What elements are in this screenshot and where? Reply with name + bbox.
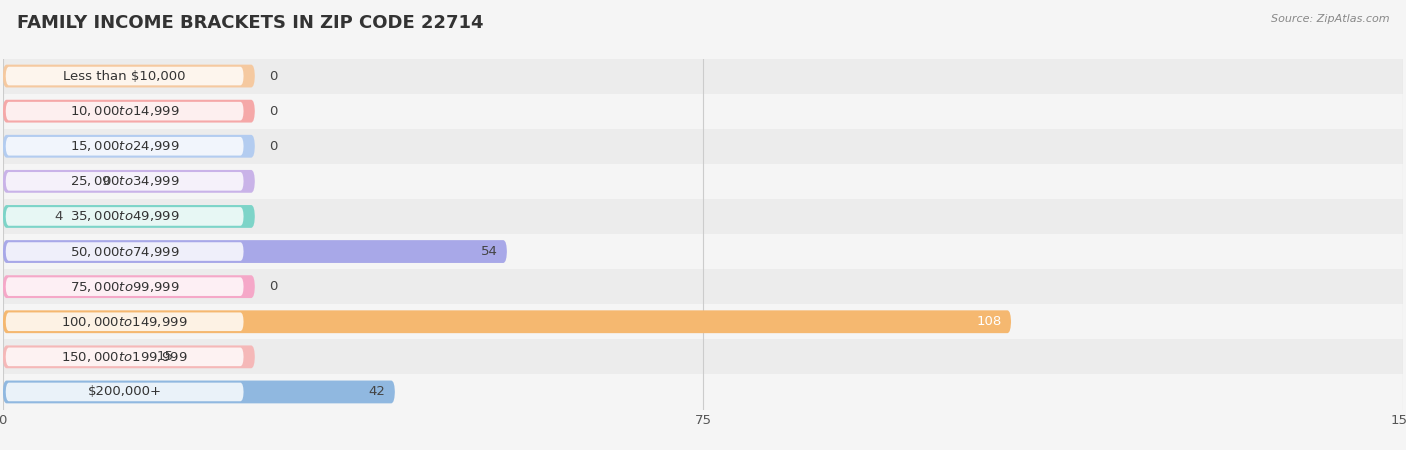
FancyBboxPatch shape [3,346,254,368]
Text: 4: 4 [55,210,62,223]
FancyBboxPatch shape [6,242,243,261]
Text: 42: 42 [368,386,385,398]
Text: $75,000 to $99,999: $75,000 to $99,999 [70,279,180,294]
FancyBboxPatch shape [6,102,243,121]
Text: $25,000 to $34,999: $25,000 to $34,999 [70,174,180,189]
FancyBboxPatch shape [3,170,254,193]
Bar [3,234,1403,269]
Text: 54: 54 [481,245,498,258]
Text: 0: 0 [269,70,277,82]
Bar [3,374,1403,410]
FancyBboxPatch shape [3,381,395,403]
Bar [3,58,1403,94]
Text: FAMILY INCOME BRACKETS IN ZIP CODE 22714: FAMILY INCOME BRACKETS IN ZIP CODE 22714 [17,14,484,32]
FancyBboxPatch shape [3,240,508,263]
Bar [3,304,1403,339]
FancyBboxPatch shape [6,137,243,156]
FancyBboxPatch shape [6,277,243,296]
FancyBboxPatch shape [3,275,254,298]
Text: $100,000 to $149,999: $100,000 to $149,999 [62,315,188,329]
Text: 0: 0 [269,280,277,293]
Text: Source: ZipAtlas.com: Source: ZipAtlas.com [1271,14,1389,23]
Bar [3,164,1403,199]
Text: 15: 15 [157,351,174,363]
FancyBboxPatch shape [6,382,243,401]
Text: $35,000 to $49,999: $35,000 to $49,999 [70,209,180,224]
Text: $200,000+: $200,000+ [87,386,162,398]
FancyBboxPatch shape [3,100,254,122]
Text: Less than $10,000: Less than $10,000 [63,70,186,82]
FancyBboxPatch shape [3,135,254,158]
Text: 9: 9 [101,175,110,188]
FancyBboxPatch shape [3,205,254,228]
FancyBboxPatch shape [3,310,1011,333]
Bar [3,94,1403,129]
FancyBboxPatch shape [6,207,243,226]
Text: $10,000 to $14,999: $10,000 to $14,999 [70,104,180,118]
Text: $50,000 to $74,999: $50,000 to $74,999 [70,244,180,259]
Text: $150,000 to $199,999: $150,000 to $199,999 [62,350,188,364]
FancyBboxPatch shape [6,347,243,366]
FancyBboxPatch shape [6,67,243,86]
Bar [3,339,1403,374]
Text: $15,000 to $24,999: $15,000 to $24,999 [70,139,180,153]
FancyBboxPatch shape [6,312,243,331]
FancyBboxPatch shape [6,172,243,191]
FancyBboxPatch shape [3,65,254,87]
Text: 108: 108 [977,315,1001,328]
Text: 0: 0 [269,105,277,117]
Bar [3,199,1403,234]
Bar [3,129,1403,164]
Bar [3,269,1403,304]
Text: 0: 0 [269,140,277,153]
